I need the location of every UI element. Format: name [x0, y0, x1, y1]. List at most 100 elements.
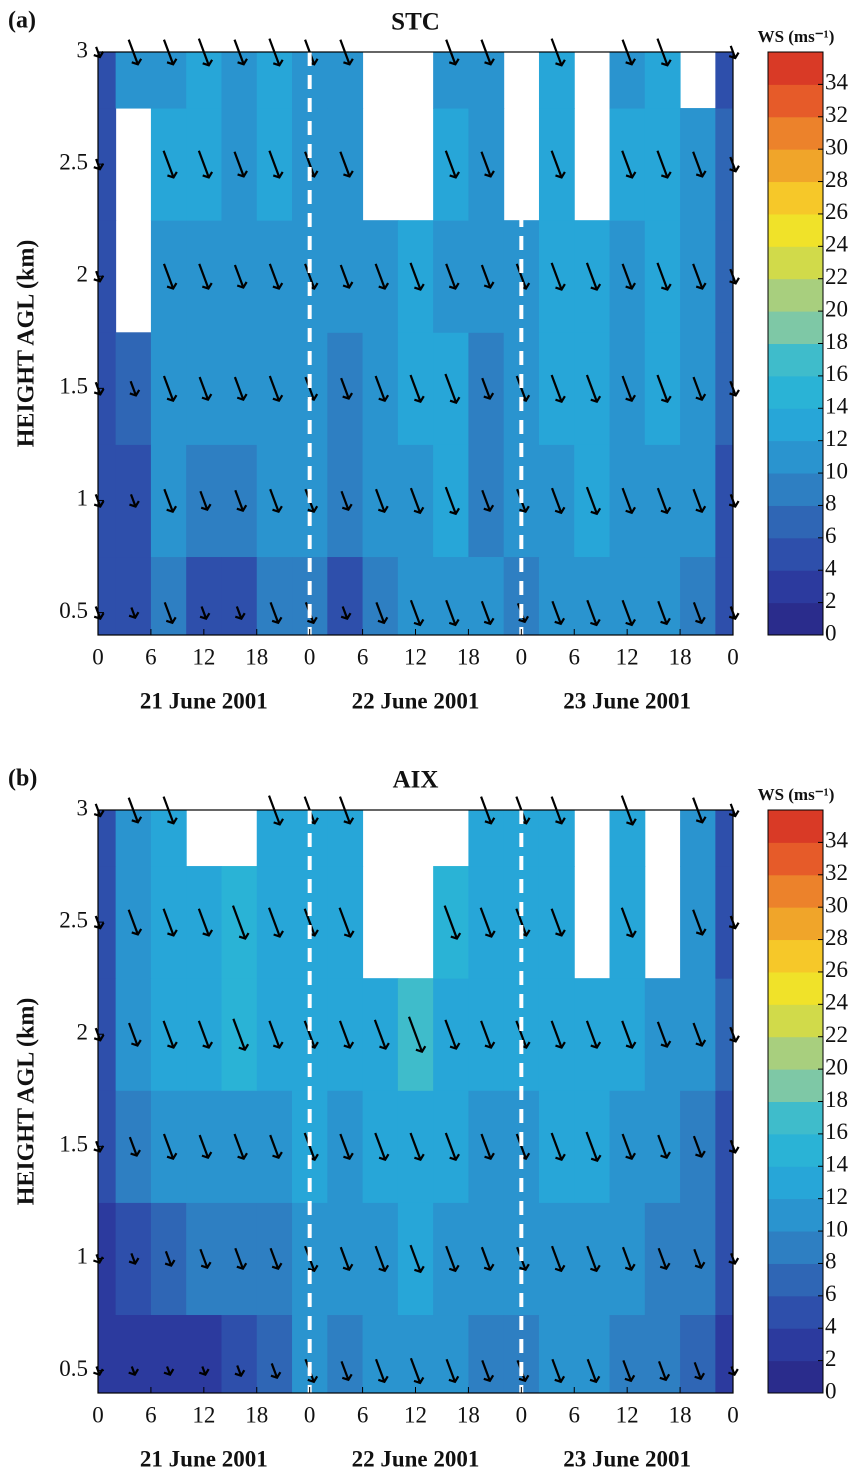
wind-arrow	[692, 601, 706, 625]
colorbar-tick-label: 16	[825, 361, 848, 386]
wind-arrow	[128, 1136, 141, 1157]
speed-cell	[680, 810, 716, 867]
wind-arrow	[550, 262, 566, 291]
speed-cell	[98, 1314, 117, 1394]
wind-arrow	[445, 263, 460, 290]
colorbar-tick-label: 20	[825, 1054, 848, 1079]
speed-cell	[538, 810, 575, 867]
wind-arrow	[233, 151, 248, 178]
speed-cell	[715, 220, 734, 333]
wind-arrow	[480, 1246, 495, 1272]
colorbar-band	[768, 181, 823, 215]
colorbar-tick-label: 6	[825, 523, 837, 548]
wind-arrow	[550, 150, 566, 179]
x-tick-label: 0	[516, 644, 528, 669]
wind-arrow	[128, 1022, 142, 1047]
speed-cell	[98, 108, 117, 221]
wind-arrow	[551, 1358, 566, 1384]
x-tick-label: 0	[727, 1402, 739, 1427]
wind-arrow	[656, 1021, 672, 1048]
wind-arrow	[481, 489, 495, 513]
wind-arrow	[585, 486, 602, 516]
colorbar-tick-label: 8	[825, 1249, 837, 1274]
wind-arrow	[268, 150, 284, 179]
wind-arrow	[374, 375, 390, 402]
wind-arrow	[480, 600, 495, 626]
wind-arrow	[444, 150, 460, 179]
wind-arrow	[268, 263, 284, 290]
wind-arrow	[409, 487, 425, 515]
x-tick-label: 6	[145, 644, 157, 669]
wind-arrow	[550, 487, 566, 515]
colorbar-tick-label: 14	[825, 1152, 849, 1177]
colorbar-band	[768, 1166, 823, 1200]
wind-arrow	[374, 1132, 390, 1162]
speed-cell	[98, 810, 117, 867]
colorbar-band	[768, 1101, 823, 1135]
wind-arrow	[129, 493, 140, 508]
wind-arrow	[409, 599, 425, 627]
wind-arrow	[657, 1247, 671, 1271]
wind-arrow	[621, 150, 637, 179]
y-tick-label: 1.5	[59, 374, 88, 399]
date-label: 22 June 2001	[352, 1446, 480, 1471]
wind-arrow	[373, 1019, 390, 1050]
colorbar-tick-label: 4	[825, 556, 837, 581]
y-tick-label: 0.5	[59, 598, 88, 623]
x-tick-label: 18	[669, 644, 692, 669]
wind-arrow	[340, 606, 352, 621]
colorbar-tick-label: 32	[825, 102, 848, 127]
wind-arrow	[551, 600, 566, 626]
wind-arrow	[550, 908, 566, 937]
wind-arrow	[621, 375, 636, 402]
speed-cell	[115, 556, 152, 636]
wind-arrow	[657, 600, 671, 626]
wind-arrow	[480, 1020, 496, 1049]
speed-cell	[327, 810, 364, 867]
wind-arrow	[481, 1359, 495, 1383]
wind-arrow	[692, 1135, 706, 1158]
wind-arrow	[268, 375, 284, 402]
wind-arrow	[128, 1253, 140, 1265]
wind-arrow	[128, 1366, 140, 1376]
speed-cell	[715, 332, 734, 445]
wind-arrow	[586, 599, 601, 627]
colorbar-tick-label: 16	[825, 1119, 848, 1144]
y-axis-label: HEIGHT AGL (km)	[14, 998, 40, 1206]
wind-arrow	[693, 1362, 706, 1381]
speed-cell	[362, 556, 399, 636]
colorbar-band	[768, 116, 823, 150]
speed-cell	[98, 444, 117, 558]
colorbar-band	[768, 1036, 823, 1070]
speed-cell	[98, 1202, 117, 1316]
colorbar-band	[768, 1198, 823, 1232]
date-label: 21 June 2001	[140, 688, 268, 713]
speed-cell	[221, 52, 258, 109]
speed-cell	[609, 52, 646, 109]
wind-arrow	[162, 1020, 178, 1049]
wind-arrow	[234, 1365, 246, 1377]
wind-arrow	[339, 1246, 354, 1272]
wind-arrow	[444, 1019, 461, 1050]
wind-arrow	[232, 1018, 250, 1051]
colorbar-tick-label: 22	[825, 264, 848, 289]
y-tick-label: 2.5	[59, 907, 88, 932]
speed-cell	[98, 978, 117, 1091]
x-tick-label: 18	[669, 1402, 692, 1427]
wind-arrow	[340, 490, 353, 511]
speed-cell	[715, 1090, 734, 1203]
colorbar-band	[768, 473, 823, 506]
wind-arrow	[375, 601, 389, 625]
colorbar-band	[768, 874, 823, 908]
wind-arrow	[339, 264, 354, 289]
wind-arrow	[550, 1132, 566, 1162]
x-tick-label: 6	[357, 1402, 369, 1427]
colorbar-tick-label: 34	[825, 828, 849, 853]
x-tick-label: 0	[304, 1402, 316, 1427]
speed-cell	[327, 1314, 364, 1394]
date-label: 22 June 2001	[352, 688, 480, 713]
wind-arrow	[621, 1246, 636, 1272]
wind-arrow	[233, 1133, 248, 1160]
wind-arrow	[409, 374, 425, 404]
wind-arrow	[407, 1016, 427, 1054]
